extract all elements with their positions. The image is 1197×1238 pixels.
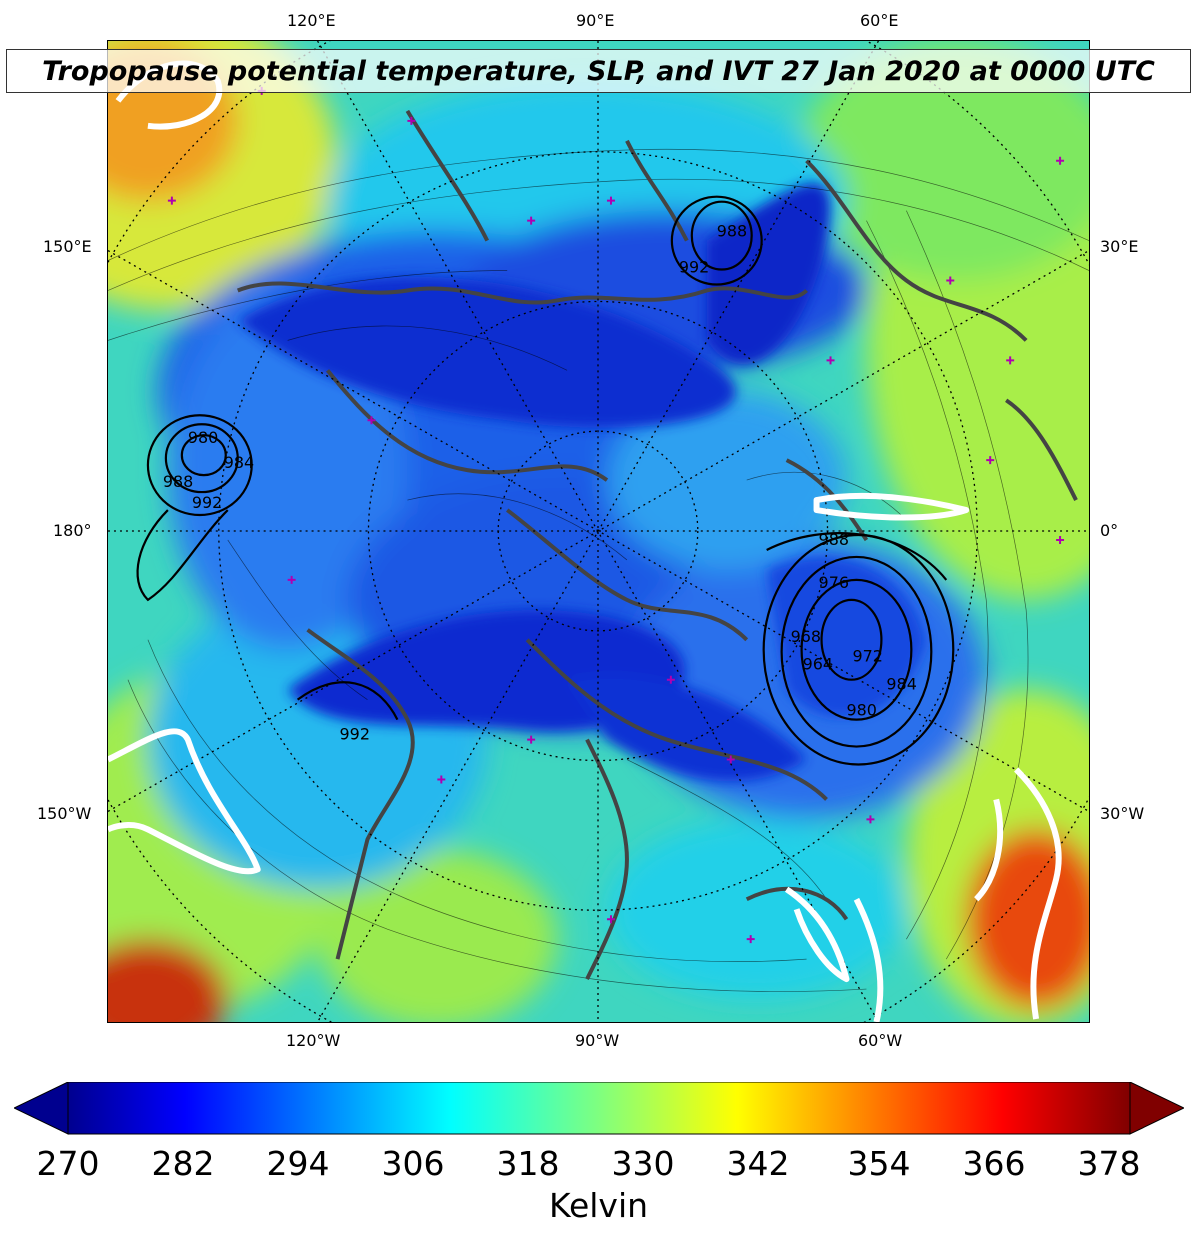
slp-label: 988 — [163, 472, 193, 491]
colorbar-tick: 342 — [727, 1144, 790, 1183]
colorbar-tick: 282 — [152, 1144, 215, 1183]
colorbar-tick: 306 — [382, 1144, 445, 1183]
slp-label: 992 — [192, 493, 222, 512]
colorbar-tick: 330 — [612, 1144, 675, 1183]
colorbar-gradient — [68, 1082, 1130, 1134]
colorbar-tick: 378 — [1078, 1144, 1141, 1183]
slp-label: 988 — [717, 222, 747, 241]
colorbar-tick: 366 — [963, 1144, 1026, 1183]
slp-label: 976 — [819, 573, 849, 592]
colorbar-tick: 318 — [497, 1144, 560, 1183]
tropopause-theta-map: 980 988 992 984 988 992 992 988 976 968 … — [108, 41, 1089, 1022]
right-lon-label: 30°E — [1100, 237, 1138, 256]
left-lon-label: 150°E — [43, 237, 92, 256]
slp-label: 980 — [188, 428, 218, 447]
bottom-lon-label: 120°W — [286, 1031, 340, 1050]
slp-label: 968 — [791, 627, 821, 646]
bottom-lon-label: 60°W — [858, 1031, 902, 1050]
slp-label: 972 — [852, 647, 882, 666]
colorbar — [14, 1082, 1184, 1140]
slp-label: 984 — [886, 675, 916, 694]
colorbar-extend-low — [14, 1082, 68, 1134]
title-box: Tropopause potential temperature, SLP, a… — [6, 49, 1191, 93]
right-lon-label: 30°W — [1100, 804, 1144, 823]
slp-label: 980 — [846, 701, 876, 720]
left-lon-label: 180° — [53, 521, 92, 540]
colorbar-extend-high — [1130, 1082, 1184, 1134]
top-lon-label: 60°E — [860, 11, 898, 30]
slp-label: 992 — [340, 725, 370, 744]
colorbar-tick: 270 — [37, 1144, 100, 1183]
slp-label: 964 — [803, 655, 833, 674]
colorbar-tick: 294 — [267, 1144, 330, 1183]
map-panel: 980 988 992 984 988 992 992 988 976 968 … — [107, 40, 1090, 1023]
right-lon-label: 0° — [1100, 521, 1118, 540]
slp-label: 992 — [679, 258, 709, 277]
left-lon-label: 150°W — [37, 804, 91, 823]
slp-label: 988 — [819, 530, 849, 549]
colorbar-tick: 354 — [848, 1144, 911, 1183]
colorbar-label: Kelvin — [0, 1186, 1197, 1225]
map-title: Tropopause potential temperature, SLP, a… — [42, 56, 1155, 87]
top-lon-label: 120°E — [287, 11, 336, 30]
top-lon-label: 90°E — [576, 11, 614, 30]
bottom-lon-label: 90°W — [575, 1031, 619, 1050]
slp-label: 984 — [224, 453, 254, 472]
